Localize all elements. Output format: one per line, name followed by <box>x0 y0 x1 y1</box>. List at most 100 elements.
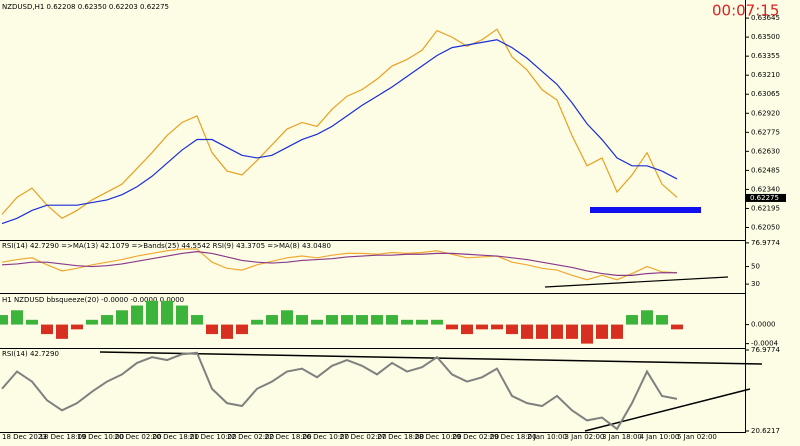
y-tick-label: 0.62485 <box>751 166 780 174</box>
histogram-bar <box>266 315 278 325</box>
x-tick-label: 22 Dec 18:00 <box>265 433 312 441</box>
x-tick-label: 20 Dec 02:00 <box>115 433 162 441</box>
histogram-bar <box>206 324 218 335</box>
y-tick-label: 0.62050 <box>751 223 780 231</box>
histogram-bar <box>461 324 473 335</box>
x-tick-label: 27 Dec 02:00 <box>340 433 387 441</box>
histogram-bar <box>521 324 533 339</box>
histogram-bar <box>26 319 38 325</box>
histogram-bar <box>596 324 608 339</box>
x-tick-label: 2 Jan 10:00 <box>527 433 567 441</box>
y-tick-label: 20.6217 <box>751 427 780 435</box>
histogram-bar <box>431 319 443 325</box>
histogram-bar <box>671 324 683 330</box>
y-tick-label: 30 <box>751 280 760 288</box>
x-tick-label: 5 Jan 02:00 <box>677 433 717 441</box>
histogram-bar <box>491 324 503 330</box>
y-tick-label: 0.63500 <box>751 33 780 41</box>
histogram-bar <box>251 319 263 325</box>
histogram-bar <box>581 324 593 344</box>
x-tick-label: 19 Dec 10:00 <box>77 433 124 441</box>
histogram-bar <box>401 319 413 325</box>
panel-title: H1 NZDUSD bbsqueeze(20) -0.0000 -0.0000 … <box>2 296 184 304</box>
histogram-bar <box>641 310 653 325</box>
histogram-bar <box>86 319 98 325</box>
histogram-bar <box>326 315 338 325</box>
clock: 00:07:15 <box>712 2 779 20</box>
histogram-bar <box>476 324 488 330</box>
histogram-bar <box>506 324 518 335</box>
x-tick-label: 28 Dec 10:00 <box>415 433 462 441</box>
y-tick-label: 0.62630 <box>751 147 780 155</box>
histogram-bar <box>11 310 23 325</box>
histogram-bar <box>551 324 563 339</box>
y-tick-label: 76.9774 <box>751 239 780 247</box>
histogram-bar <box>176 305 188 325</box>
histogram-bar <box>611 324 623 339</box>
histogram-bar <box>221 324 233 339</box>
histogram-bar <box>311 319 323 325</box>
histogram-bar <box>446 324 458 330</box>
histogram-bar <box>341 315 353 325</box>
histogram-bar <box>356 315 368 325</box>
x-tick-label: 3 Jan 18:00 <box>602 433 642 441</box>
current-price: 0.62275 <box>750 194 779 202</box>
y-tick-label: 0.0000 <box>751 321 776 329</box>
y-tick-label: 0.62775 <box>751 128 780 136</box>
x-tick-label: 27 Dec 18:00 <box>377 433 424 441</box>
x-tick-label: 20 Dec 18:00 <box>152 433 199 441</box>
series-line <box>1 28 678 220</box>
x-tick-label: 29 Dec 02:00 <box>452 433 499 441</box>
histogram-bar <box>371 315 383 325</box>
x-tick-label: 18 Dec 18:00 <box>40 433 87 441</box>
y-tick-label: 0.63065 <box>751 90 780 98</box>
histogram-bar <box>536 324 548 339</box>
x-tick-label: 26 Dec 10:00 <box>302 433 349 441</box>
y-tick-label: 0.63645 <box>751 14 780 22</box>
panel-title: NZDUSD,H1 0.62208 0.62350 0.62203 0.6227… <box>2 3 169 11</box>
histogram-bar <box>296 315 308 325</box>
panel-title: RSI(14) 42.7290 <box>2 350 59 358</box>
y-tick-label: 0.63210 <box>751 71 780 79</box>
x-tick-label: 4 Jan 10:00 <box>640 433 680 441</box>
y-tick-label: 0.62920 <box>751 109 780 117</box>
histogram-bar <box>71 324 83 330</box>
trendline <box>544 276 729 288</box>
histogram-bar <box>416 319 428 325</box>
y-tick-label: 50 <box>751 263 760 271</box>
panel-title: RSI(14) 42.7290 =>MA(13) 42.1079 =>Bands… <box>2 242 331 250</box>
y-tick-label: 0.63355 <box>751 52 780 60</box>
histogram-bar <box>281 310 293 325</box>
histogram-bar <box>131 305 143 325</box>
histogram-bar <box>101 315 113 325</box>
histogram-bar <box>656 315 668 325</box>
support-box <box>590 207 701 213</box>
histogram-bar <box>236 324 248 335</box>
series-line <box>1 248 678 281</box>
histogram-bar <box>146 300 158 325</box>
x-tick-label: 29 Dec 18:00 <box>490 433 537 441</box>
x-tick-label: 18 Dec 2023 <box>2 433 47 441</box>
histogram-bar <box>626 315 638 325</box>
trendline <box>99 351 763 365</box>
y-tick-label: 0.62195 <box>751 204 780 212</box>
price-marker <box>746 193 786 202</box>
y-tick-label: 76.9774 <box>751 346 780 354</box>
histogram-bar <box>566 324 578 339</box>
series-line <box>1 351 678 431</box>
trendline <box>584 388 751 432</box>
histogram-bar <box>386 315 398 325</box>
histogram-bar <box>161 300 173 325</box>
y-tick-label: -0.0004 <box>751 340 779 348</box>
histogram-bar <box>116 310 128 325</box>
y-tick-label: 0.62340 <box>751 185 780 193</box>
series-line <box>1 39 678 225</box>
histogram-bar <box>0 315 8 325</box>
histogram-bar <box>41 324 53 335</box>
series-line <box>1 251 677 276</box>
histogram-bar <box>191 315 203 325</box>
x-tick-label: 21 Dec 10:00 <box>190 433 237 441</box>
histogram-bar <box>56 324 68 339</box>
x-tick-label: 22 Dec 02:00 <box>227 433 274 441</box>
